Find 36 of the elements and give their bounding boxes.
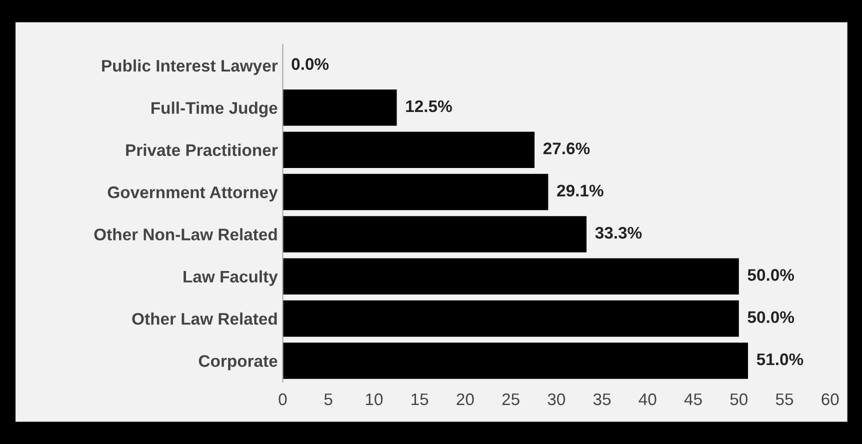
- y-tick-label: Private Practitioner: [126, 144, 278, 156]
- data-label: 50.0%: [748, 269, 794, 281]
- x-tick-label: 25: [502, 393, 520, 406]
- y-tick-label: Other Non-Law Related: [94, 228, 277, 240]
- x-tick-label: 55: [776, 394, 794, 406]
- data-label: 12.5%: [406, 100, 452, 112]
- bar: [282, 174, 548, 210]
- data-label: 51.0%: [756, 353, 804, 366]
- y-tick-label: Law Faculty: [184, 270, 278, 286]
- x-tick-label: 50: [730, 393, 748, 406]
- x-tick-label: 15: [412, 394, 428, 406]
- x-tick-label: 40: [638, 393, 656, 406]
- data-label: 0.0%: [292, 58, 329, 70]
- x-tick-label: 45: [684, 394, 702, 406]
- x-tick-label: 0: [278, 393, 287, 406]
- bar: [282, 342, 748, 379]
- y-tick-label: Full-Time Judge: [152, 102, 278, 118]
- y-tick-label: Other Law Related: [132, 312, 277, 325]
- x-tick-label: 10: [366, 393, 383, 406]
- bar: [282, 132, 535, 168]
- x-tick-label: 30: [548, 393, 566, 406]
- data-label: 33.3%: [595, 226, 642, 239]
- x-tick-label: 35: [593, 393, 611, 406]
- x-tick-label: 5: [324, 394, 332, 406]
- bar: [282, 258, 739, 295]
- data-label: 27.6%: [543, 142, 590, 154]
- y-tick-label: Public Interest Lawyer: [102, 59, 278, 75]
- bar: [282, 300, 739, 337]
- data-label: 50.0%: [748, 311, 794, 324]
- x-tick-label: 60: [822, 393, 839, 406]
- bar: [282, 90, 397, 126]
- x-tick-label: 20: [456, 393, 474, 406]
- bar: [282, 216, 587, 252]
- y-tick-label: Government Attorney: [108, 186, 278, 202]
- y-tick-label: Corporate: [198, 355, 278, 370]
- data-label: 29.1%: [557, 184, 604, 197]
